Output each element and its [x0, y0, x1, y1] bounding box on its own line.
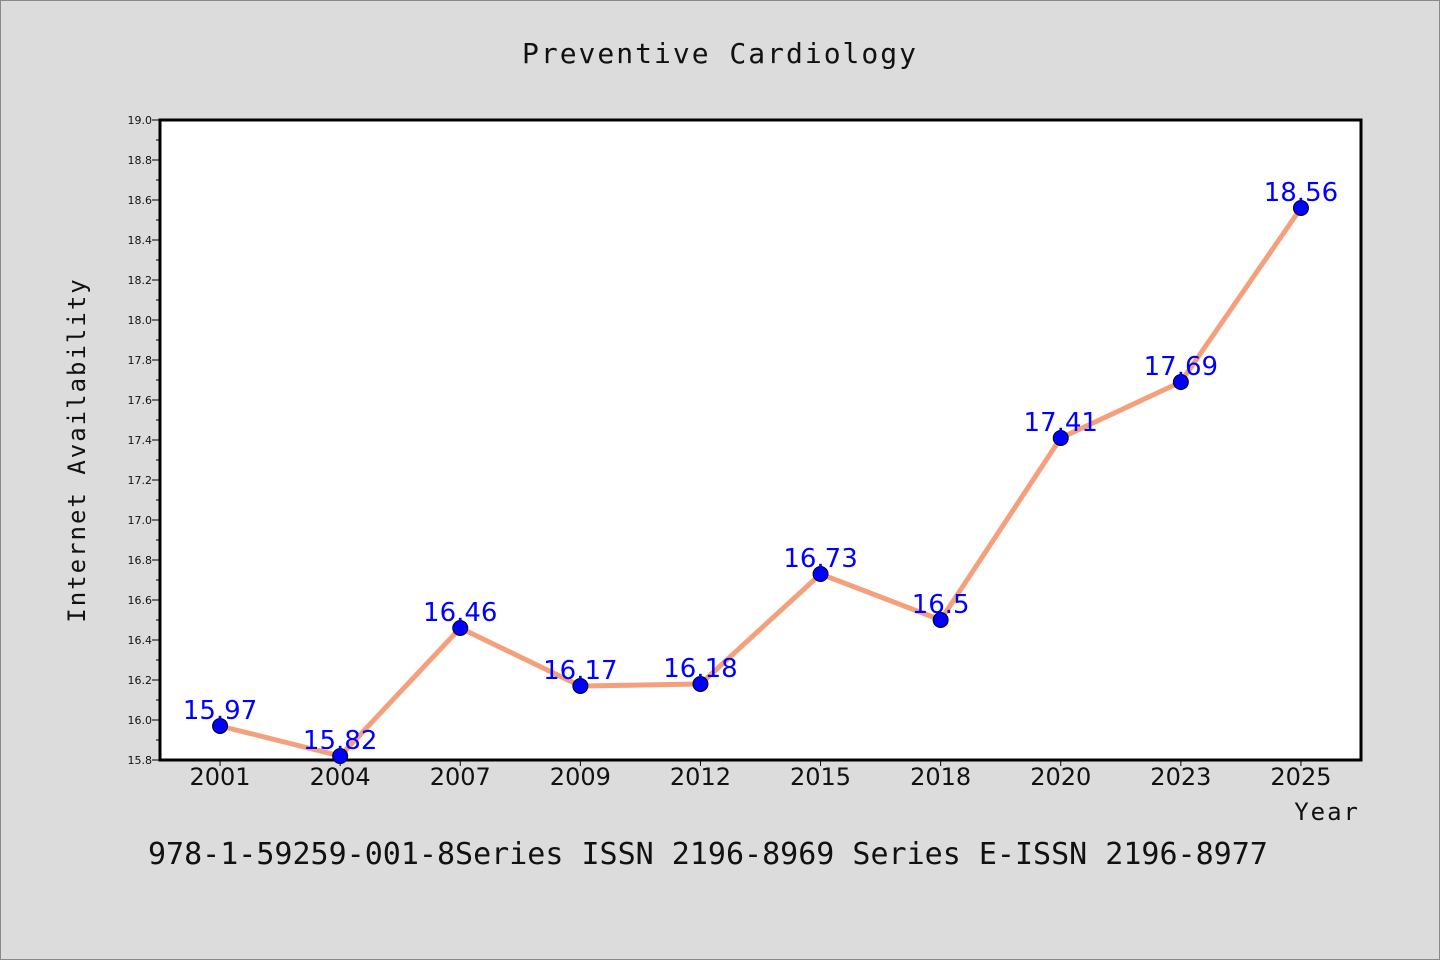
data-point	[332, 748, 349, 764]
data-label: 16.5	[912, 590, 970, 620]
y-tick-label: 18.6	[128, 194, 153, 207]
y-tick-label: 17.0	[128, 514, 153, 527]
y-tick-label: 17.8	[128, 354, 153, 367]
y-tick-label: 16.4	[128, 634, 153, 647]
x-tick-label: 2025	[1270, 763, 1331, 791]
x-tick-label: 2012	[670, 763, 731, 791]
data-point	[1292, 200, 1309, 216]
y-tick-label: 16.2	[128, 674, 153, 687]
y-tick-label: 17.6	[128, 394, 153, 407]
y-tick-label: 16.8	[128, 554, 153, 567]
series: 15.97 15.82 16.46 16.17 16.18 16.73 16.5 17.41 1…	[183, 178, 1338, 764]
x-axis: 2001 2004 2007 2009 2012 2015 2018 2020 2023 2025	[190, 760, 1331, 791]
x-tick-label: 2018	[910, 763, 971, 791]
y-tick-label: 17.4	[128, 434, 153, 447]
x-tick-label: 2001	[190, 763, 251, 791]
y-tick-label: 16.0	[128, 714, 153, 727]
data-label: 17.69	[1144, 352, 1218, 382]
data-label: 15.97	[183, 696, 257, 726]
data-point	[452, 620, 469, 636]
y-tick-label: 18.8	[128, 154, 153, 167]
chart-title: Preventive Cardiology	[522, 37, 918, 70]
x-axis-label: Year	[1294, 798, 1360, 826]
y-tick-label: 19.0	[128, 114, 153, 127]
data-label: 16.17	[543, 656, 617, 686]
data-label: 18.56	[1264, 178, 1338, 208]
data-label: 16.73	[783, 544, 857, 574]
x-tick-label: 2009	[550, 763, 611, 791]
y-tick-label: 17.2	[128, 474, 153, 487]
x-tick-label: 2023	[1150, 763, 1211, 791]
data-label: 16.46	[423, 598, 497, 628]
data-label: 16.18	[663, 654, 737, 684]
x-tick-label: 2015	[790, 763, 851, 791]
x-tick-label: 2020	[1030, 763, 1091, 791]
x-tick-label: 2007	[430, 763, 491, 791]
data-point	[812, 566, 829, 582]
series-line	[217, 205, 1304, 759]
data-point	[572, 678, 589, 694]
y-tick-label: 15.8	[128, 754, 153, 767]
data-label: 17.41	[1024, 408, 1098, 438]
data-point	[1052, 430, 1069, 446]
data-point	[932, 612, 949, 628]
data-label: 15.82	[303, 726, 377, 756]
x-tick-label: 2004	[310, 763, 371, 791]
y-axis: 15.8 16.0 16.2 16.4 16.6 16.8 17.0 17.2 17.4 17.6…	[128, 114, 160, 767]
plot-area	[158, 118, 1363, 762]
y-tick-label: 18.4	[128, 234, 153, 247]
y-tick-label: 18.0	[128, 314, 153, 327]
y-tick-label: 18.2	[128, 274, 153, 287]
data-point	[212, 718, 229, 734]
y-tick-label: 16.6	[128, 594, 153, 607]
isbn-caption: 978-1-59259-001-8Series ISSN 2196-8969 S…	[148, 837, 1268, 872]
data-point	[1172, 374, 1189, 390]
y-axis-label: Internet Availability	[63, 277, 91, 622]
data-point	[692, 676, 709, 692]
